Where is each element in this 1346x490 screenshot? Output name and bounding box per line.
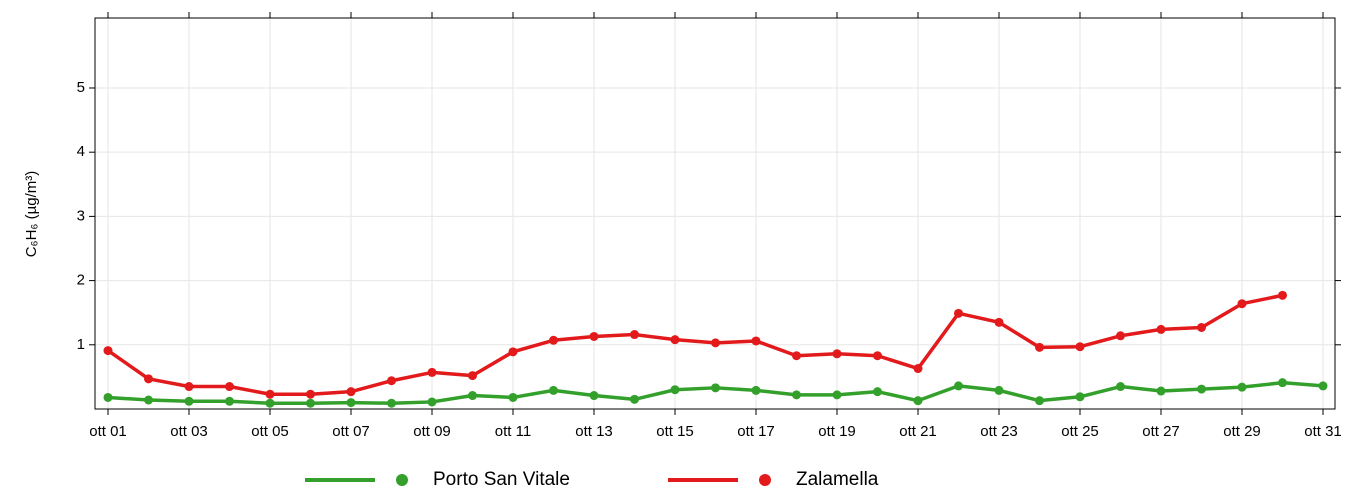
data-point [1075, 342, 1085, 352]
data-point [346, 398, 356, 408]
data-point [589, 391, 599, 401]
data-point [670, 385, 680, 395]
data-point [1075, 392, 1085, 402]
y-tick-label: 3 [77, 207, 85, 224]
data-point [954, 308, 963, 318]
legend-label: Zalamella [796, 469, 879, 490]
data-point [589, 331, 599, 341]
data-point [1156, 324, 1166, 334]
data-point [1237, 299, 1247, 309]
data-point [913, 364, 923, 374]
plot-frame [94, 17, 1336, 410]
data-point [265, 398, 275, 408]
data-point [630, 330, 639, 340]
data-point [468, 391, 477, 401]
data-point [508, 347, 518, 357]
data-point [427, 397, 437, 407]
data-point [184, 382, 194, 392]
data-point [711, 338, 720, 348]
data-point [265, 389, 275, 399]
data-point [1156, 386, 1166, 396]
data-point [873, 387, 882, 397]
legend-dot [396, 474, 408, 486]
y-tick-label: 2 [77, 272, 85, 289]
data-point [1197, 384, 1206, 394]
x-tick-label: ott 25 [1061, 423, 1099, 440]
data-point [306, 398, 315, 408]
x-tick-label: ott 01 [89, 423, 127, 440]
data-point [103, 346, 113, 356]
data-point [832, 390, 842, 400]
data-point [1035, 342, 1044, 352]
x-tick-label: ott 29 [1223, 423, 1261, 440]
data-point [751, 385, 761, 395]
x-tick-label: ott 07 [332, 423, 370, 440]
data-point [103, 392, 113, 402]
legend-label: Porto San Vitale [433, 469, 570, 490]
x-tick-label: ott 17 [737, 423, 775, 440]
x-tick-label: ott 27 [1142, 423, 1180, 440]
data-point [994, 385, 1004, 395]
data-point [994, 317, 1004, 327]
data-point [184, 396, 194, 406]
data-point [225, 382, 234, 392]
x-tick-label: ott 23 [980, 423, 1018, 440]
x-tick-label: ott 19 [818, 423, 856, 440]
data-point [1278, 378, 1287, 388]
data-point [1278, 290, 1287, 300]
data-point [751, 336, 761, 346]
x-tick-label: ott 15 [656, 423, 694, 440]
data-point [711, 383, 720, 393]
data-point [832, 349, 842, 359]
series-line [106, 293, 1283, 396]
data-point [427, 367, 437, 377]
data-point [954, 381, 963, 391]
legend-dot [759, 474, 771, 486]
data-point [792, 390, 801, 400]
data-point [1318, 381, 1328, 391]
data-point [1237, 382, 1247, 392]
data-point [306, 389, 315, 399]
data-point [346, 387, 356, 397]
data-point [913, 396, 923, 406]
data-point [387, 376, 396, 386]
data-point [1116, 382, 1125, 392]
data-point [225, 396, 234, 406]
data-point [1035, 396, 1044, 406]
y-tick-label: 4 [77, 143, 85, 160]
data-point [873, 351, 882, 361]
x-tick-label: ott 11 [495, 423, 531, 440]
data-point [1116, 331, 1125, 341]
data-point [670, 335, 680, 345]
x-tick-label: ott 21 [899, 423, 937, 440]
data-point [508, 392, 518, 402]
x-tick-label: ott 03 [170, 423, 208, 440]
data-point [549, 335, 558, 345]
x-tick-label: ott 13 [575, 423, 613, 440]
y-tick-label: 1 [77, 336, 85, 353]
x-tick-label: ott 09 [413, 423, 451, 440]
data-point [144, 374, 153, 384]
data-point [1197, 322, 1206, 332]
x-tick-label: ott 31 [1304, 423, 1342, 440]
data-point [792, 351, 801, 361]
x-tick-label: ott 05 [251, 423, 289, 440]
data-point [549, 385, 558, 395]
data-point [468, 371, 477, 381]
y-tick-label: 5 [77, 79, 85, 96]
data-point [630, 394, 639, 404]
y-axis-label: C₆H₆ (µg/m³) [23, 171, 40, 258]
data-point [144, 395, 153, 405]
data-point [387, 398, 396, 408]
